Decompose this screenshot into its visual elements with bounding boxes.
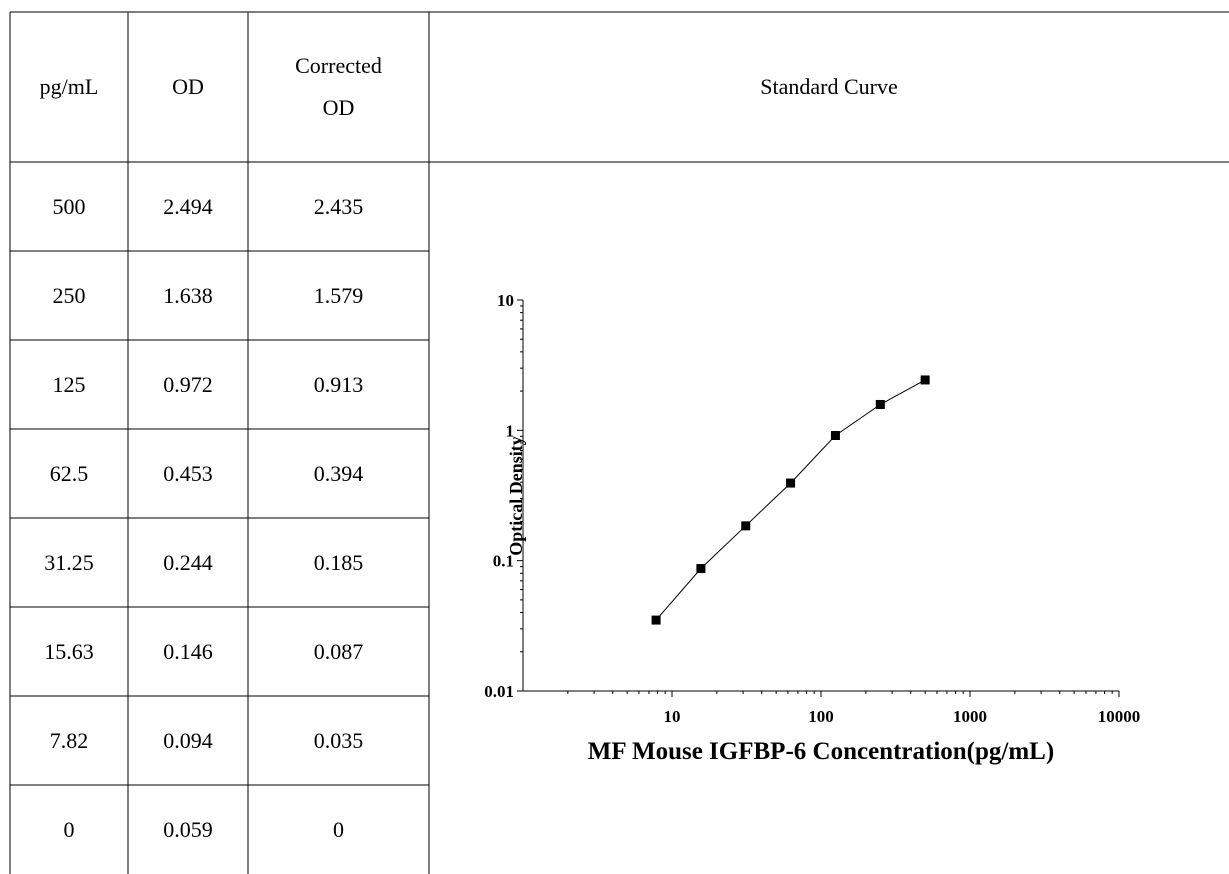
header-corrected-od-line2: OD bbox=[322, 95, 355, 120]
y-axis-title: Optical Density bbox=[506, 436, 526, 556]
standard-curve-line bbox=[655, 379, 926, 621]
corrected-od-cell: 0 bbox=[333, 816, 344, 842]
y-tick-label: 0.1 bbox=[493, 552, 514, 571]
x-axis-title: MF Mouse IGFBP-6 Concentration(pg/mL) bbox=[588, 738, 1054, 765]
od-cell: 0.244 bbox=[163, 549, 213, 575]
y-tick-label: 10 bbox=[497, 291, 514, 310]
concentration-cell: 125 bbox=[52, 371, 86, 397]
y-tick-label: 1 bbox=[506, 421, 515, 440]
corrected-od-cell: 1.579 bbox=[313, 282, 364, 308]
concentration-cell: 62.5 bbox=[49, 460, 89, 486]
corrected-od-cell: 2.435 bbox=[313, 193, 364, 219]
corrected-od-cell: 0.035 bbox=[313, 727, 364, 753]
data-point-marker bbox=[830, 430, 840, 440]
od-cell: 1.638 bbox=[163, 282, 213, 308]
header-concentration: pg/mL bbox=[39, 74, 99, 99]
corrected-od-cell: 0.913 bbox=[313, 371, 364, 397]
concentration-cell: 0 bbox=[63, 816, 75, 842]
header-corrected-od: Corrected OD bbox=[248, 12, 429, 162]
data-point-marker bbox=[920, 375, 930, 385]
data-point-marker bbox=[875, 399, 885, 409]
x-tick-label: 100 bbox=[808, 707, 834, 726]
concentration-cell: 15.63 bbox=[44, 638, 94, 664]
data-point-marker bbox=[696, 564, 706, 574]
data-point-marker bbox=[651, 615, 661, 625]
od-cell: 0.453 bbox=[163, 460, 213, 486]
od-cell: 0.972 bbox=[163, 371, 213, 397]
concentration-cell: 31.25 bbox=[44, 549, 94, 575]
od-cell: 0.146 bbox=[163, 638, 213, 664]
header-standard-curve: Standard Curve bbox=[760, 74, 898, 99]
od-cell: 2.494 bbox=[163, 193, 213, 219]
x-tick-label: 10 bbox=[664, 707, 681, 726]
concentration-cell: 500 bbox=[52, 193, 86, 219]
concentration-cell: 7.82 bbox=[49, 727, 89, 753]
od-cell: 0.059 bbox=[163, 816, 213, 842]
data-point-marker bbox=[741, 521, 751, 531]
header-corrected-od-line1: Corrected bbox=[295, 53, 382, 79]
od-cell: 0.094 bbox=[163, 727, 213, 753]
data-point-marker bbox=[786, 478, 796, 488]
header-od: OD bbox=[172, 74, 204, 99]
x-tick-label: 10000 bbox=[1098, 707, 1141, 726]
y-tick-label: 0.01 bbox=[484, 682, 514, 701]
corrected-od-cell: 0.087 bbox=[313, 638, 364, 664]
concentration-cell: 250 bbox=[52, 282, 86, 308]
corrected-od-cell: 0.394 bbox=[313, 460, 364, 486]
x-tick-label: 1000 bbox=[953, 707, 987, 726]
corrected-od-cell: 0.185 bbox=[313, 549, 364, 575]
